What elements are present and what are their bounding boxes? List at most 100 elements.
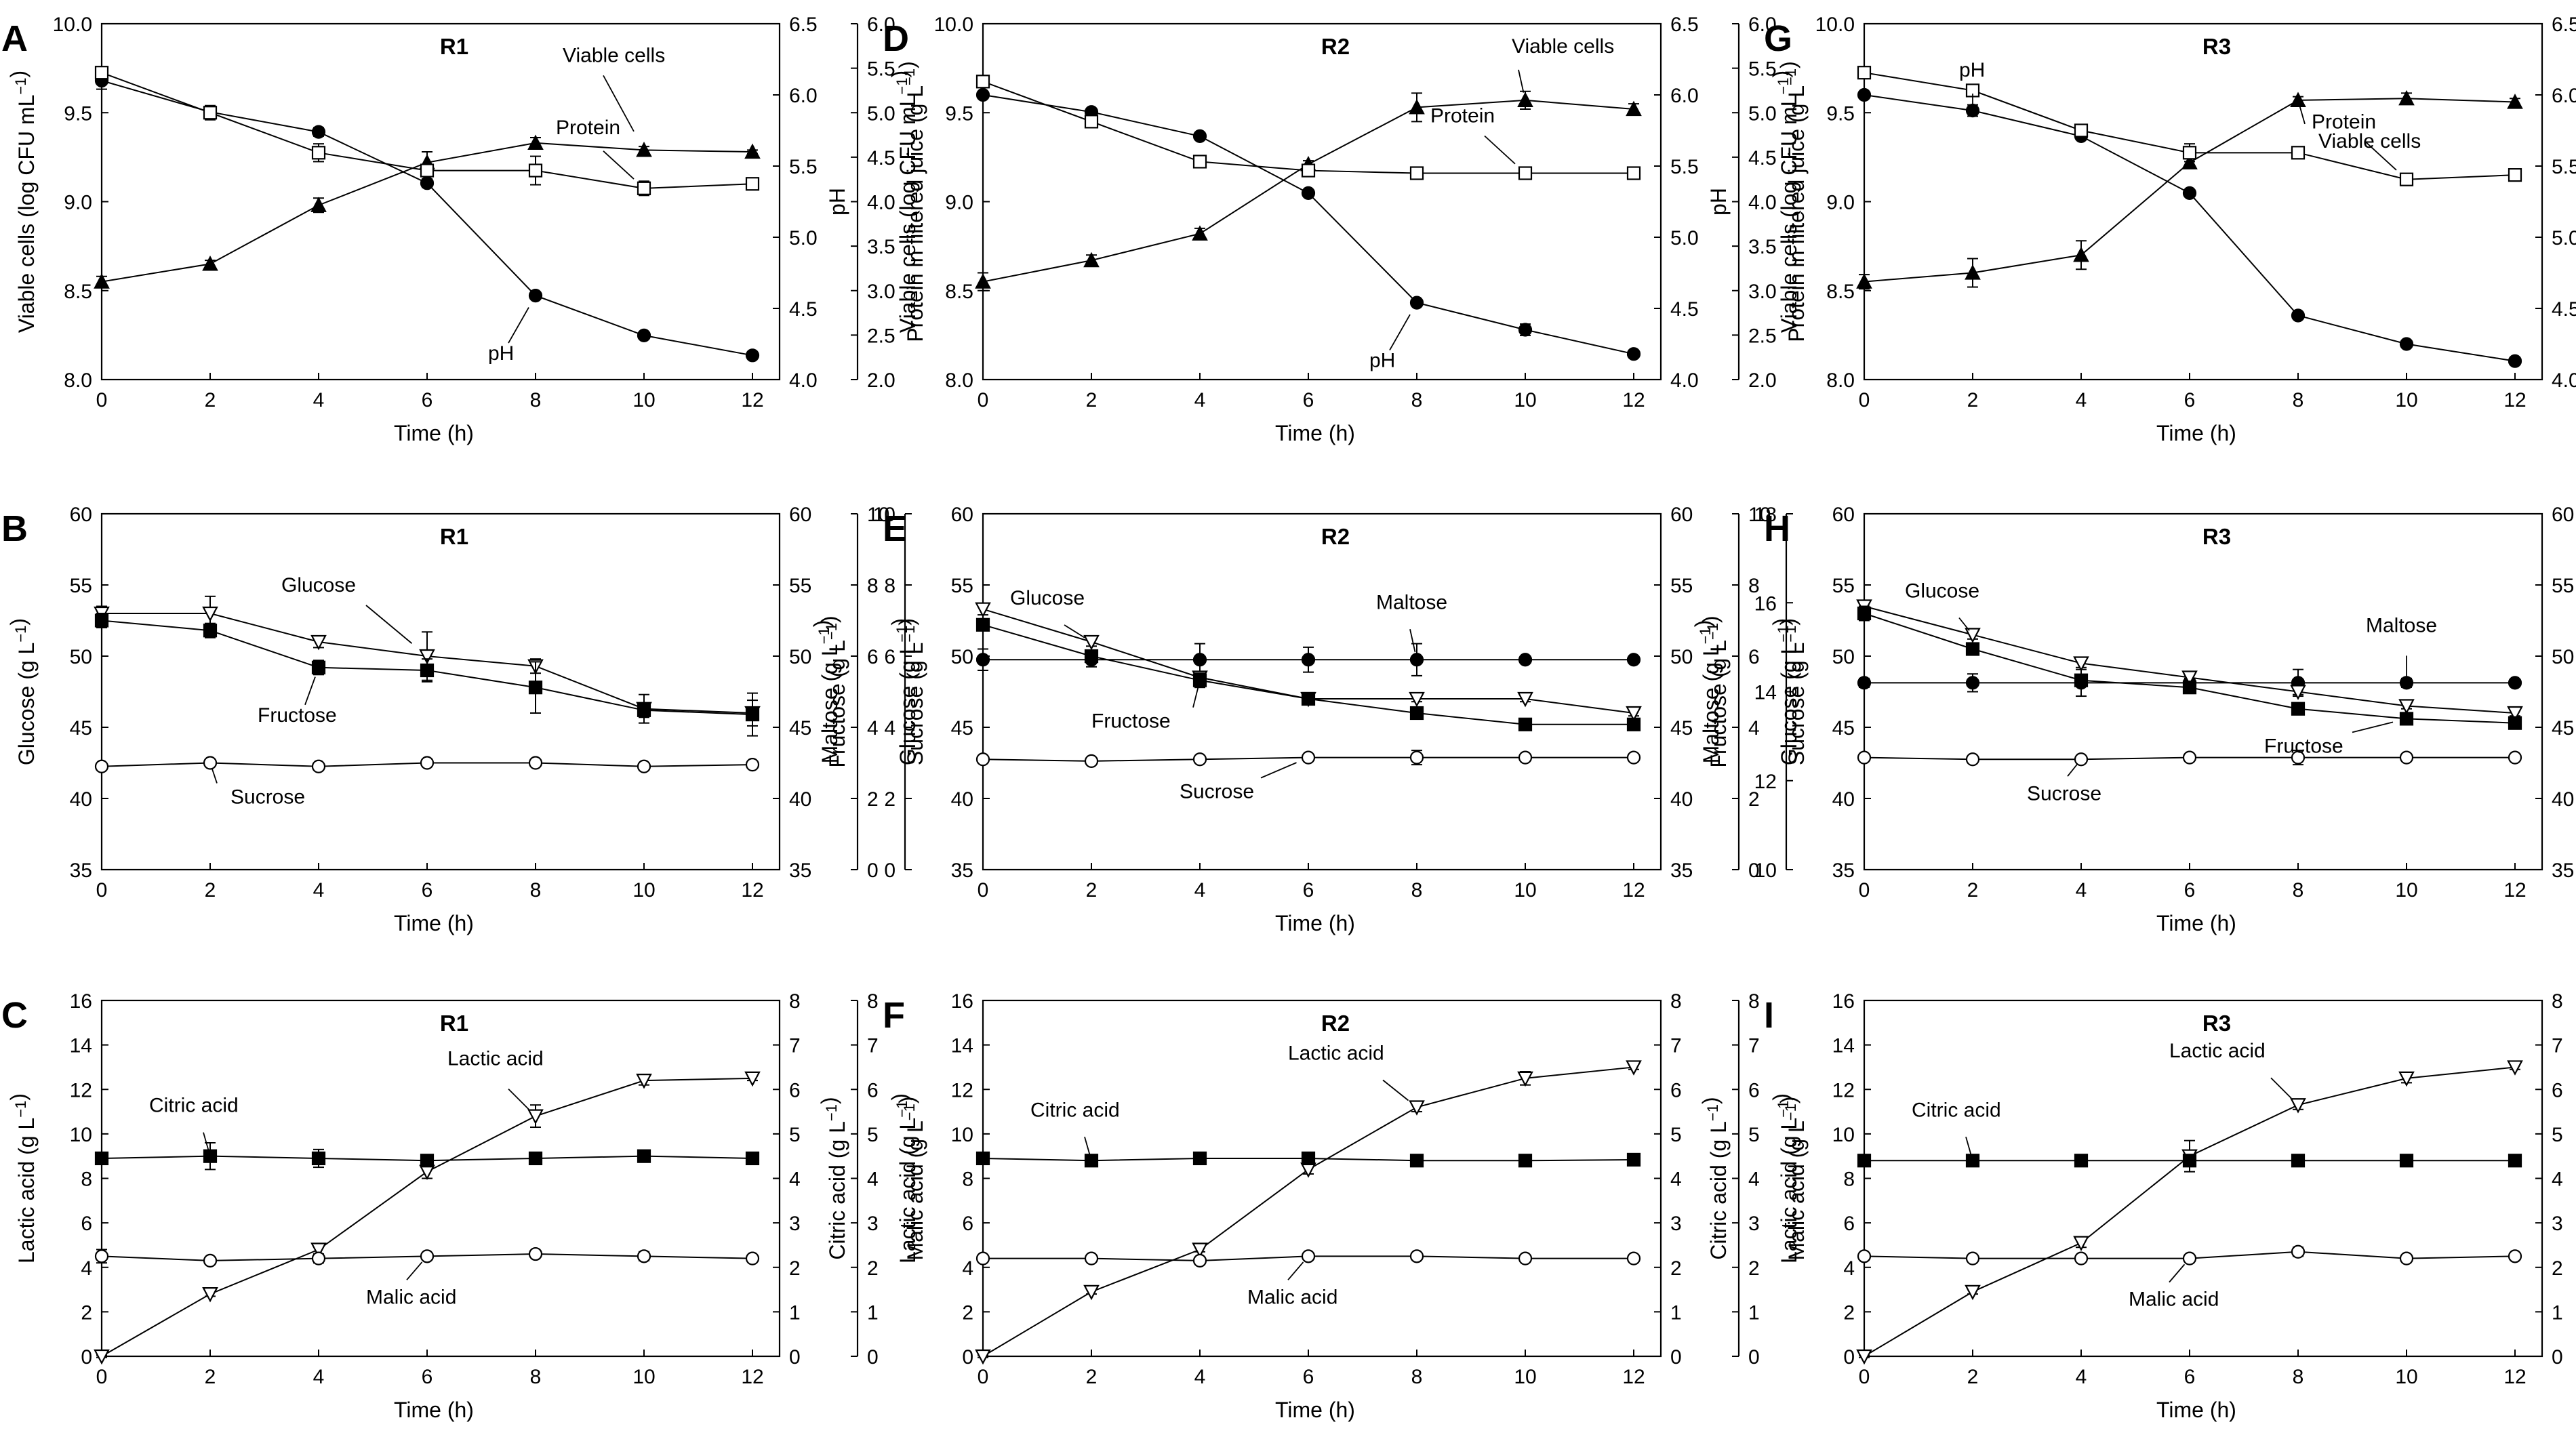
- data-point: [975, 273, 991, 289]
- x-tick-label: 12: [741, 879, 763, 901]
- data-point: [528, 163, 543, 178]
- x-tick-label: 6: [1303, 879, 1314, 901]
- panel-letter: C: [1, 995, 28, 1036]
- data-point: [1626, 717, 1641, 731]
- x-tick-label: 2: [1086, 389, 1098, 411]
- series-annotation: Sucrose: [230, 786, 305, 809]
- data-point: [975, 1251, 990, 1265]
- x-tick-label: 4: [2076, 389, 2087, 411]
- y-tick-label: 8: [867, 575, 879, 597]
- data-point: [1301, 691, 1316, 706]
- y-tick-label: 35: [70, 859, 92, 882]
- y-tick-label: 8: [1748, 990, 1760, 1013]
- annotation-leader: [1965, 1137, 1972, 1155]
- y-axis-label-glucose: Glucose (g L−1): [6, 618, 39, 765]
- y-tick-label: 16: [70, 990, 92, 1013]
- panel-letter: E: [883, 508, 907, 549]
- y-tick-label: 45: [951, 717, 973, 739]
- y-tick-label: 4: [81, 1257, 92, 1280]
- y-tick-label: 4: [1748, 717, 1760, 739]
- panel-letter: G: [1764, 18, 1792, 59]
- y-tick-label: 35: [1670, 859, 1693, 882]
- y-tick-label: 6: [867, 646, 879, 668]
- x-tick-label: 4: [313, 1366, 325, 1388]
- y-tick-label: 10.0: [934, 14, 973, 36]
- y-tick-label: 4.0: [1748, 192, 1777, 214]
- data-point: [1626, 100, 1642, 117]
- y-tick-label: 8.5: [1826, 281, 1855, 303]
- series-annotation: Viable cells: [563, 44, 665, 66]
- y-tick-label: 6: [867, 1079, 879, 1101]
- x-tick-label: 0: [1859, 389, 1870, 411]
- y-tick-label: 2: [2552, 1257, 2563, 1280]
- data-point: [203, 624, 218, 638]
- data-point: [2074, 673, 2089, 687]
- data-point: [2398, 699, 2415, 714]
- panel-title: R2: [1321, 1011, 1350, 1036]
- x-axis-label: Time (h): [1275, 421, 1355, 445]
- y-tick-label: 4: [2552, 1169, 2563, 1191]
- x-tick-label: 10: [1514, 1366, 1536, 1388]
- x-tick-label: 4: [2076, 879, 2087, 901]
- y-tick-label: 2: [789, 1257, 801, 1280]
- data-point: [2508, 354, 2522, 368]
- x-tick-label: 0: [96, 389, 108, 411]
- data-point: [1192, 653, 1207, 667]
- y-tick-label: 6.0: [1748, 14, 1777, 36]
- y-tick-label: 0: [789, 1346, 801, 1369]
- y-tick-label: 5: [1670, 1124, 1682, 1146]
- y-tick-label: 4.0: [789, 369, 818, 392]
- data-point: [1084, 754, 1099, 768]
- x-tick-label: 12: [1622, 389, 1645, 411]
- x-tick-label: 2: [1967, 389, 1979, 411]
- series-line: [982, 624, 1634, 725]
- y-axis-label-viable: Viable cells (log CFU mL−1): [887, 70, 920, 333]
- y-tick-label: 2.0: [1748, 369, 1777, 392]
- annotation-leader: [2365, 142, 2397, 171]
- y-tick-label: 12: [70, 1079, 92, 1101]
- data-point: [1409, 99, 1425, 115]
- data-point: [2399, 1251, 2414, 1265]
- data-point: [637, 703, 651, 717]
- data-point: [2507, 1060, 2523, 1076]
- annotation-leader: [1389, 314, 1411, 351]
- y-tick-label: 5.0: [1748, 102, 1777, 125]
- series-ph: [975, 87, 1641, 361]
- series-annotation: Sucrose: [2027, 782, 2101, 805]
- y-tick-label: 4: [867, 717, 879, 739]
- y-tick-label: 18: [1754, 504, 1777, 526]
- annotation-leader: [2067, 763, 2078, 777]
- data-point: [1301, 163, 1316, 178]
- y-tick-label: 40: [70, 788, 92, 811]
- data-point: [1083, 1284, 1100, 1301]
- series-viable-cells: [1856, 89, 2523, 290]
- y-tick-label: 2.5: [1748, 325, 1777, 347]
- data-point: [1626, 347, 1641, 361]
- data-point: [203, 756, 218, 770]
- data-point: [2291, 1244, 2306, 1259]
- x-tick-label: 0: [1859, 1366, 1870, 1388]
- series-protein: [94, 66, 760, 197]
- y-tick-label: 55: [1832, 575, 1855, 597]
- y-tick-label: 7: [867, 1035, 879, 1057]
- y-tick-label: 2.5: [867, 325, 895, 347]
- x-tick-label: 10: [2395, 389, 2417, 411]
- annotation-leader: [2169, 1263, 2186, 1283]
- x-tick-label: 4: [313, 389, 325, 411]
- data-point: [744, 1071, 761, 1087]
- data-point: [1409, 706, 1424, 721]
- data-point: [745, 1251, 760, 1265]
- data-point: [1192, 1151, 1207, 1166]
- data-point: [2182, 681, 2197, 695]
- data-point: [2399, 1154, 2414, 1168]
- y-tick-label: 8: [2552, 990, 2563, 1013]
- x-tick-label: 6: [422, 389, 433, 411]
- y-tick-label: 6.0: [1670, 85, 1699, 107]
- panel-d: 0 2 4 6 8 10 12 Time (h) R2 D 8.0 8.5 9.0 9.5 10.0 Viab…: [883, 14, 1809, 445]
- data-point: [2074, 1154, 2089, 1168]
- data-point: [1857, 1154, 1872, 1168]
- x-tick-label: 2: [205, 879, 216, 901]
- y-axis-label-maltose: Maltose (g L−1): [809, 620, 842, 764]
